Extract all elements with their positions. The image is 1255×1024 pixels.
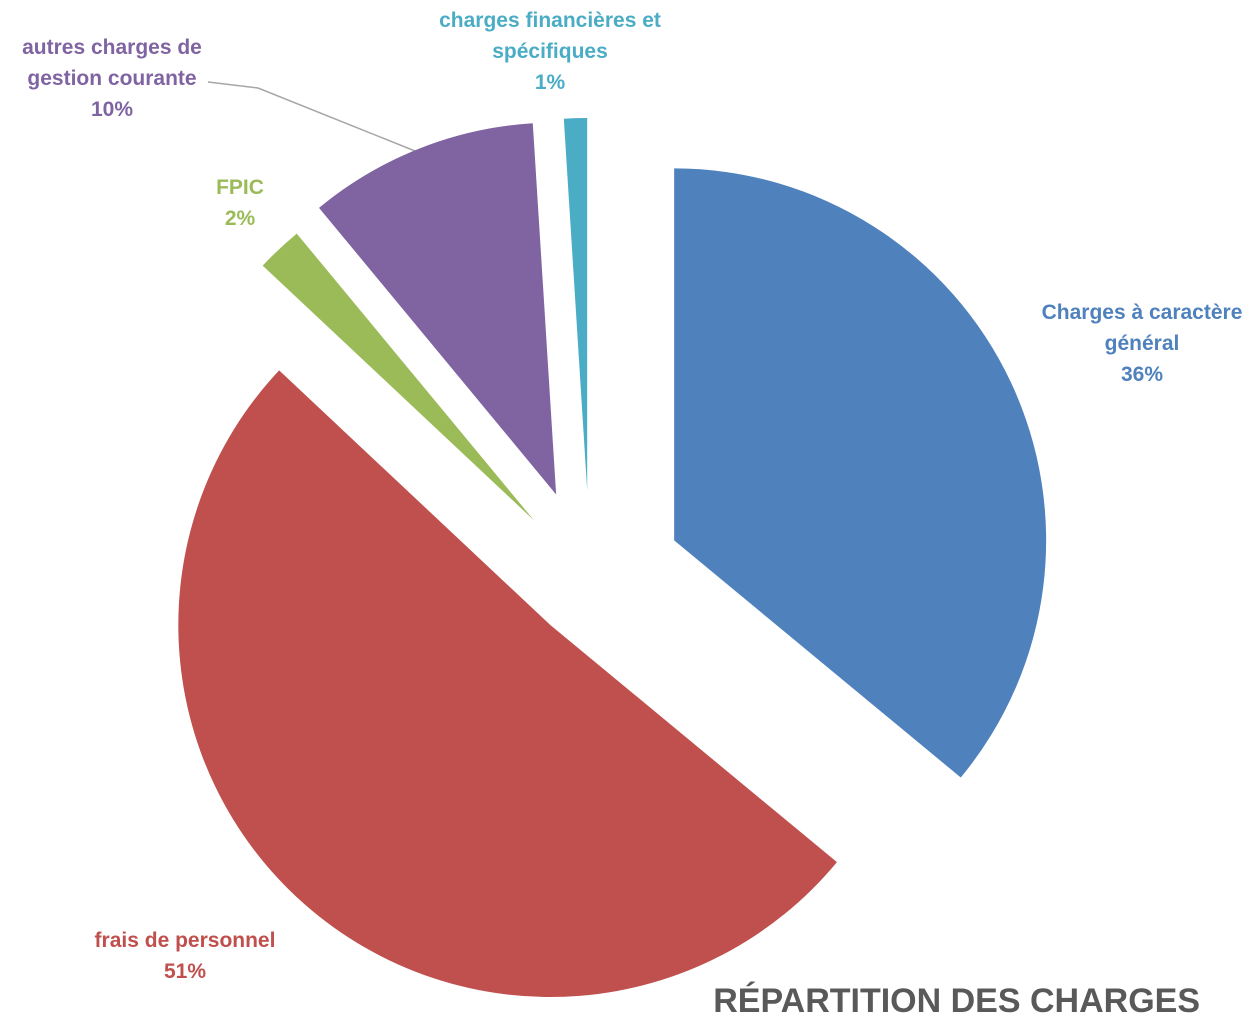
category-label: Charges à caractère général	[1041, 301, 1243, 355]
value-label: 10%	[90, 98, 134, 121]
chart-title: RÉPARTITION DES CHARGES	[713, 982, 1200, 1020]
leader-line	[207, 81, 426, 156]
pie-slice	[178, 370, 837, 998]
slice-label: frais de personnel 51%	[55, 925, 315, 987]
category-label: autres charges de gestion courante	[22, 36, 202, 90]
category-label: FPIC	[216, 176, 264, 199]
pie-slice	[674, 168, 1047, 778]
slice-label: FPIC 2%	[200, 172, 280, 234]
value-label: 2%	[224, 207, 256, 230]
slice-label: autres charges de gestion courante 10%	[0, 32, 227, 125]
pie-slice	[563, 118, 588, 491]
category-label: charges financières et spécifiques	[439, 9, 661, 63]
value-label: 36%	[1120, 363, 1164, 386]
category-label: frais de personnel	[94, 929, 276, 952]
value-label: 1%	[534, 71, 566, 94]
pie-slice	[262, 233, 534, 521]
pie-slice	[319, 123, 557, 495]
slice-label: charges financières et spécifiques 1%	[433, 5, 668, 98]
slice-label: Charges à caractère général 36%	[1022, 297, 1255, 390]
value-label: 51%	[163, 960, 207, 983]
